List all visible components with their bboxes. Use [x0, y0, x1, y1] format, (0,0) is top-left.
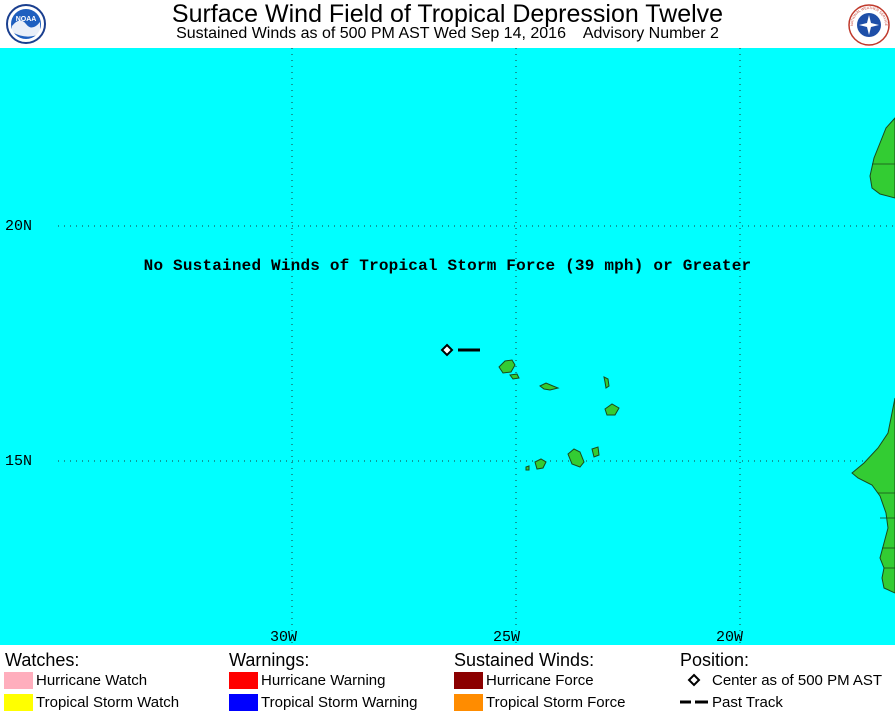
island-maio: [591, 446, 600, 458]
storm-position: [440, 343, 480, 357]
island-santiago: [567, 448, 585, 468]
legend-label: Center as of 500 PM AST: [712, 672, 883, 689]
lon-label-20w: 20W: [716, 629, 744, 645]
storm-center-diamond: [440, 343, 454, 357]
legend-label: Tropical Storm Warning: [261, 694, 418, 711]
map-canvas: [58, 48, 895, 645]
lon-label-30w: 30W: [270, 629, 298, 645]
legend-label: Tropical Storm Force: [486, 694, 626, 711]
lat-label-20n: 20N: [5, 218, 33, 235]
noaa-logo: NOAA: [6, 4, 46, 44]
hurricane-warning-swatch: [229, 672, 258, 689]
tropical-storm-warning-swatch: [229, 694, 258, 711]
legend-label: Hurricane Warning: [261, 672, 386, 689]
island-sal: [603, 376, 610, 389]
cape-verde-islands: [498, 359, 620, 471]
island-sao-nicolau: [539, 382, 560, 391]
legend-position-heading: Position:: [680, 650, 750, 670]
legend-warnings-heading: Warnings:: [229, 650, 310, 670]
legend-label: Tropical Storm Watch: [36, 694, 180, 711]
map-title: Surface Wind Field of Tropical Depressio…: [171, 0, 724, 28]
legend: Watches: Hurricane Watch Tropical Storm …: [0, 645, 895, 716]
island-sao-vicente: [509, 373, 520, 380]
svg-text:NOAA: NOAA: [16, 16, 37, 23]
legend-winds-heading: Sustained Winds:: [454, 650, 595, 670]
legend-watches-heading: Watches:: [5, 650, 80, 670]
island-boa-vista: [604, 403, 620, 416]
open-diamond-icon: [687, 673, 701, 687]
tropical-storm-force-swatch: [454, 694, 483, 711]
hurricane-force-swatch: [454, 672, 483, 689]
tropical-storm-watch-swatch: [4, 694, 33, 711]
lat-label-15n: 15N: [5, 453, 33, 470]
legend-label: Past Track: [712, 694, 783, 711]
wind-message: No Sustained Winds of Tropical Storm For…: [143, 257, 752, 275]
lon-label-25w: 25W: [493, 629, 521, 645]
island-santo-antao: [498, 359, 516, 374]
legend-label: Hurricane Watch: [36, 672, 148, 689]
map-area: 20N 15N 30W 25W 20W No Sustained Winds o…: [0, 48, 895, 645]
map-subtitle: Sustained Winds as of 500 PM AST Wed Sep…: [176, 25, 719, 42]
graticule: [58, 48, 895, 645]
nws-logo: NATIONAL WEATHER SERVICE: [848, 4, 890, 46]
island-fogo: [534, 458, 547, 470]
border-lines: [872, 163, 895, 569]
dash-line-icon: [680, 700, 708, 704]
legend-label: Hurricane Force: [486, 672, 594, 689]
island-brava: [525, 465, 530, 471]
header: NOAA Surface Wind Field of Tropical Depr…: [0, 0, 895, 48]
hurricane-watch-swatch: [4, 672, 33, 689]
africa-coastline: [851, 117, 895, 594]
